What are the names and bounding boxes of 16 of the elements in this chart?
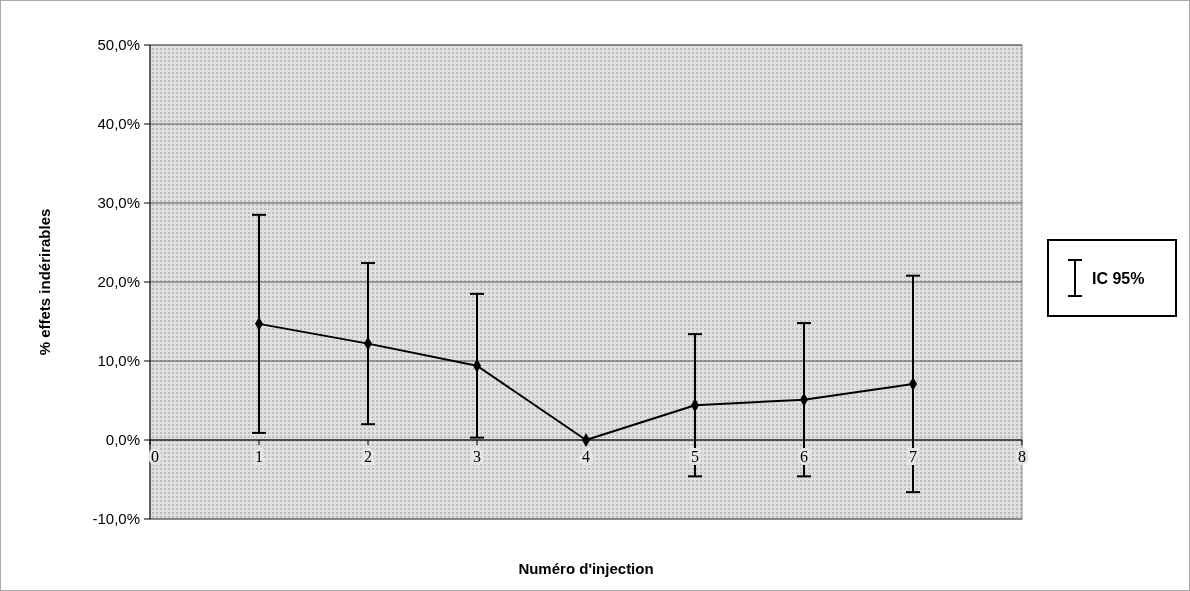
y-tick-label: 20,0% bbox=[97, 273, 140, 291]
x-axis-title: Numéro d'injection bbox=[518, 560, 654, 577]
x-tick-label: 2 bbox=[364, 448, 372, 465]
y-tick-label: 50,0% bbox=[97, 36, 140, 54]
legend-label: IC 95% bbox=[1092, 269, 1145, 287]
y-tick-label: 40,0% bbox=[97, 115, 140, 133]
x-tick-label: 1 bbox=[255, 448, 263, 465]
y-axis-title: % effets indérirables bbox=[36, 208, 53, 356]
x-tick-label: 4 bbox=[582, 448, 590, 465]
y-tick-label: -10,0% bbox=[92, 510, 140, 528]
y-tick-label: 0,0% bbox=[105, 431, 140, 449]
x-tick-label: 8 bbox=[1018, 448, 1026, 465]
x-tick-label: 3 bbox=[473, 448, 481, 465]
y-tick-label: 10,0% bbox=[97, 352, 140, 370]
y-tick-label: 30,0% bbox=[97, 194, 140, 212]
x-tick-label: 0 bbox=[151, 448, 159, 465]
